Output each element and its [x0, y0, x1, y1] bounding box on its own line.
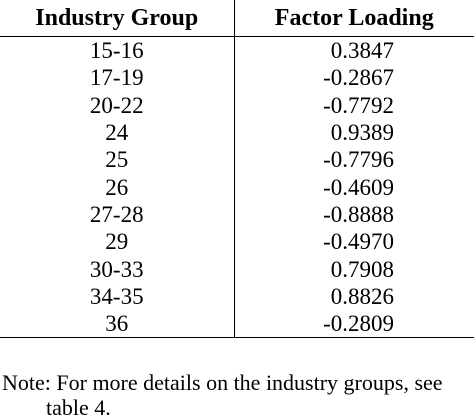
table-row: 34-35 0.8826 [0, 282, 474, 310]
industry-group-cell: 34-35 [0, 282, 235, 310]
factor-loading-cell: -0.4609 [323, 174, 394, 200]
note-line-2: table 4. [46, 395, 111, 420]
table-row: 36 -0.2809 [0, 309, 474, 339]
table-row: 26 -0.4609 [0, 173, 474, 201]
industry-group-cell: 20-22 [0, 91, 235, 119]
industry-group-cell: 15-16 [0, 36, 235, 65]
factor-loading-cell: -0.2809 [234, 309, 474, 339]
note-line-1: Note: For more details on the industry g… [2, 370, 443, 395]
factor-loading-cell: 0.8826 [330, 283, 394, 309]
table-row: 15-16 0.3847 [0, 36, 474, 65]
industry-group-cell: 36 [0, 309, 235, 339]
industry-group-cell: 24 [0, 118, 235, 147]
industry-group-cell: 26 [0, 173, 235, 201]
table-note: Note: For more details on the industry g… [2, 370, 474, 420]
table-row: 29 -0.4970 [0, 228, 474, 256]
factor-loading-cell: 0.9389 [330, 120, 394, 146]
factor-loading-cell: -0.8888 [323, 201, 394, 227]
factor-loading-cell: -0.7796 [323, 147, 394, 173]
factor-loading-cell: -0.2867 [323, 65, 394, 91]
industry-group-cell: 25 [0, 146, 235, 174]
industry-group-cell: 29 [0, 228, 235, 256]
header-industry-group: Industry Group [0, 0, 235, 37]
table-row: 17-19 -0.2867 [0, 64, 474, 92]
table-row: 20-22 -0.7792 [0, 91, 474, 119]
industry-group-cell: 30-33 [0, 255, 235, 283]
table-row: 25 -0.7796 [0, 146, 474, 174]
table-row: 30-33 0.7908 [0, 255, 474, 283]
factor-loading-cell: 0.3847 [330, 38, 394, 64]
industry-group-cell: 27-28 [0, 200, 235, 229]
factor-loading-table-container: Industry Group Factor Loading 15-16 0.38… [0, 0, 474, 339]
table-header-row: Industry Group Factor Loading [0, 0, 474, 37]
table-row: 27-28 -0.8888 [0, 200, 474, 229]
industry-group-cell: 17-19 [0, 64, 235, 92]
factor-loading-cell: -0.7792 [323, 92, 394, 118]
table-row: 24 0.9389 [0, 118, 474, 147]
factor-loading-table: Industry Group Factor Loading 15-16 0.38… [0, 0, 474, 339]
header-factor-loading: Factor Loading [234, 0, 474, 37]
factor-loading-cell: -0.4970 [323, 229, 394, 255]
factor-loading-cell: 0.7908 [330, 256, 394, 282]
